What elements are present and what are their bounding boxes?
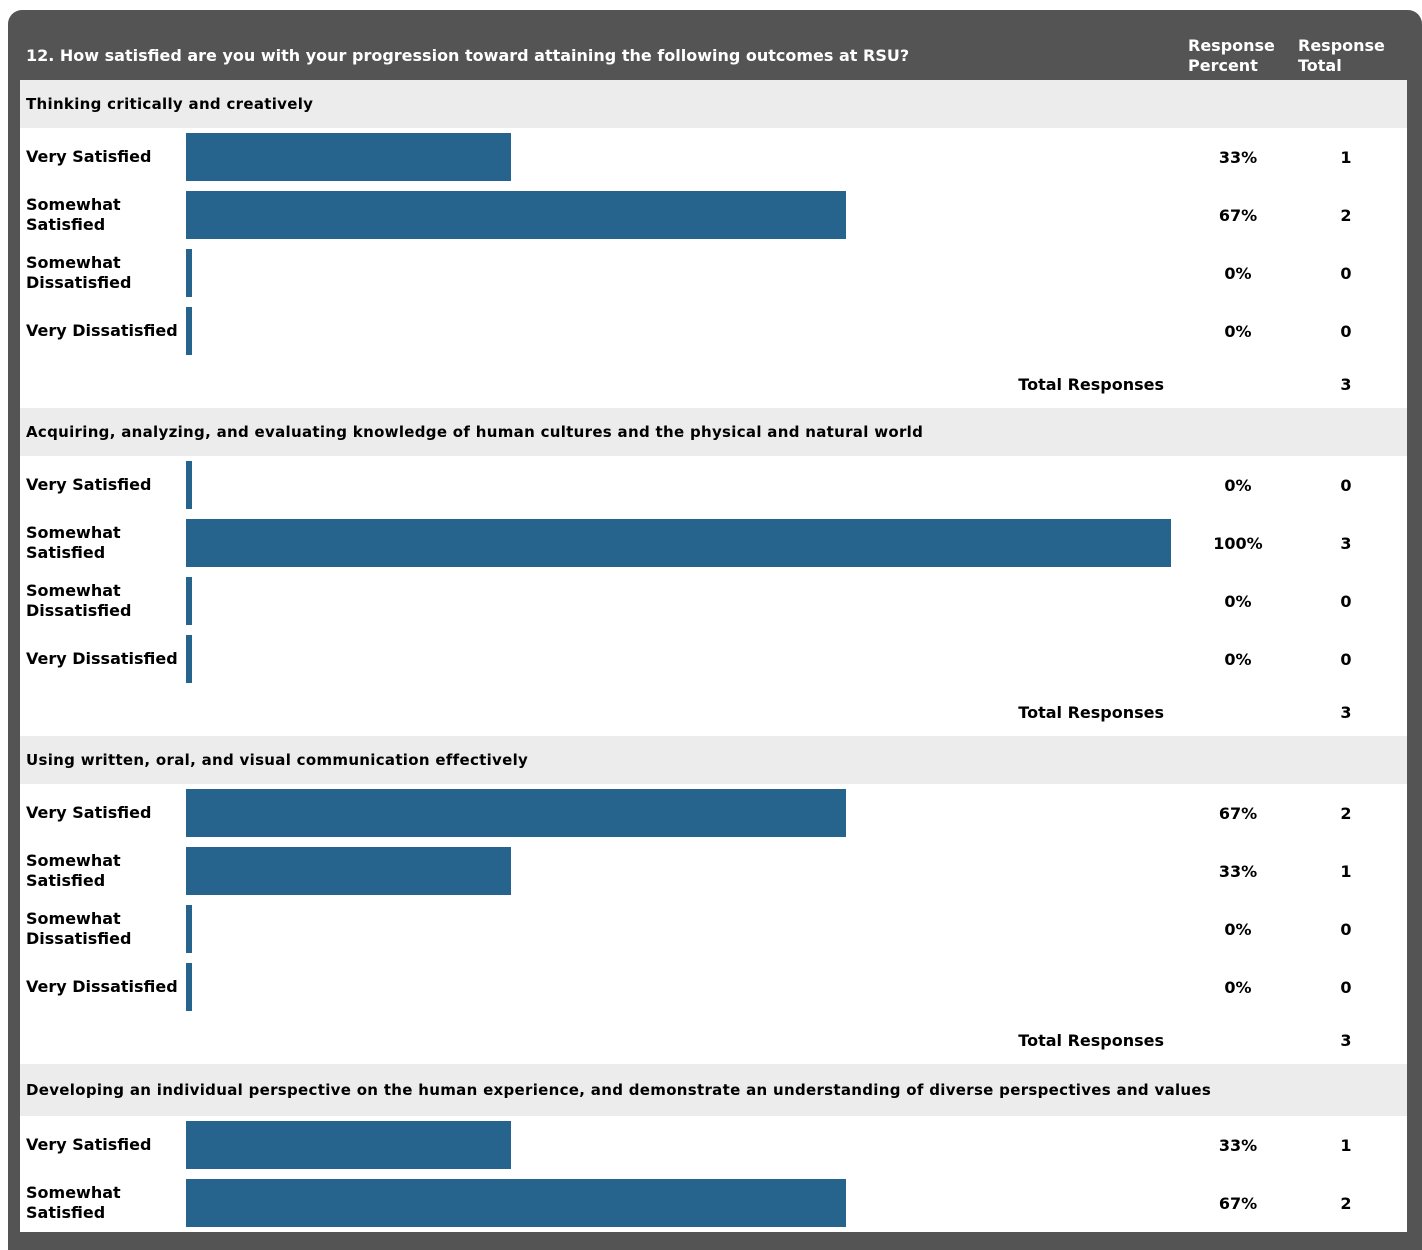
total-responses-row: Total Responses 3	[20, 688, 1407, 736]
total-responses-label: Total Responses	[1018, 702, 1164, 722]
response-total: 1	[1340, 147, 1352, 167]
response-percent-header: Response Percent	[1188, 36, 1280, 76]
bar	[186, 1121, 511, 1169]
response-percent: 0%	[1224, 977, 1252, 997]
response-total: 0	[1340, 475, 1352, 495]
row-label: Somewhat Satisfied	[26, 1183, 121, 1222]
table-row: Somewhat Satisfied 67% 2	[20, 1174, 1407, 1232]
table-row: Somewhat Dissatisfied 0% 0	[20, 244, 1407, 302]
response-total: 2	[1340, 205, 1352, 225]
response-percent: 0%	[1224, 919, 1252, 939]
total-responses-label: Total Responses	[1018, 374, 1164, 394]
response-total-header: Response Total	[1298, 36, 1390, 76]
table-row: Very Satisfied 67% 2	[20, 784, 1407, 842]
bar	[186, 133, 511, 181]
bar	[186, 905, 192, 953]
table-row: Somewhat Satisfied 33% 1	[20, 842, 1407, 900]
response-total: 1	[1340, 1135, 1352, 1155]
response-total: 2	[1340, 1193, 1352, 1213]
row-label: Somewhat Dissatisfied	[26, 909, 132, 948]
row-label: Very Dissatisfied	[26, 977, 178, 996]
response-percent: 100%	[1213, 533, 1263, 553]
response-percent: 0%	[1224, 263, 1252, 283]
response-percent: 33%	[1218, 1135, 1258, 1155]
total-responses-value: 3	[1340, 1030, 1352, 1050]
response-total: 2	[1340, 803, 1352, 823]
response-total: 0	[1340, 321, 1352, 341]
bar	[186, 963, 192, 1011]
bar	[186, 635, 192, 683]
response-percent: 0%	[1224, 475, 1252, 495]
response-percent: 67%	[1218, 1193, 1258, 1213]
results-table: Thinking critically and creatively Very S…	[20, 80, 1407, 1232]
row-label: Somewhat Dissatisfied	[26, 253, 132, 292]
table-row: Very Satisfied 0% 0	[20, 456, 1407, 514]
row-label: Somewhat Dissatisfied	[26, 581, 132, 620]
bar	[186, 519, 1171, 567]
total-responses-row: Total Responses 3	[20, 360, 1407, 408]
bar	[186, 249, 192, 297]
table-row: Very Satisfied 33% 1	[20, 128, 1407, 186]
row-label: Very Satisfied	[26, 147, 152, 166]
response-total: 0	[1340, 591, 1352, 611]
table-row: Very Dissatisfied 0% 0	[20, 958, 1407, 1016]
total-responses-row: Total Responses 3	[20, 1016, 1407, 1064]
table-row: Somewhat Satisfied 67% 2	[20, 186, 1407, 244]
bar	[186, 307, 192, 355]
table-row: Very Satisfied 33% 1	[20, 1116, 1407, 1174]
response-percent: 0%	[1224, 321, 1252, 341]
row-label: Somewhat Satisfied	[26, 851, 121, 890]
response-total: 1	[1340, 861, 1352, 881]
response-percent: 33%	[1218, 147, 1258, 167]
row-label: Somewhat Satisfied	[26, 195, 121, 234]
section-title: Developing an individual perspective on …	[20, 1064, 1407, 1116]
total-responses-value: 3	[1340, 702, 1352, 722]
response-total: 0	[1340, 649, 1352, 669]
table-row: Very Dissatisfied 0% 0	[20, 630, 1407, 688]
response-percent: 0%	[1224, 649, 1252, 669]
section-title: Acquiring, analyzing, and evaluating kno…	[20, 408, 1407, 456]
bar	[186, 847, 511, 895]
bar	[186, 789, 846, 837]
total-responses-value: 3	[1340, 374, 1352, 394]
bar	[186, 191, 846, 239]
row-label: Very Dissatisfied	[26, 649, 178, 668]
response-total: 0	[1340, 919, 1352, 939]
response-total: 3	[1340, 533, 1352, 553]
bar	[186, 1179, 846, 1227]
bar	[186, 461, 192, 509]
row-label: Very Dissatisfied	[26, 321, 178, 340]
response-total: 0	[1340, 263, 1352, 283]
response-total: 0	[1340, 977, 1352, 997]
section-title: Using written, oral, and visual communic…	[20, 736, 1407, 784]
table-row: Somewhat Satisfied 100% 3	[20, 514, 1407, 572]
response-total-header-text: Response Total	[1298, 36, 1385, 75]
bar	[186, 577, 192, 625]
row-label: Very Satisfied	[26, 1135, 152, 1154]
response-percent-header-text: Response Percent	[1188, 36, 1275, 75]
row-label: Very Satisfied	[26, 475, 152, 494]
question-header: 12. How satisfied are you with your prog…	[8, 10, 1422, 80]
table-row: Somewhat Dissatisfied 0% 0	[20, 900, 1407, 958]
table-row: Very Dissatisfied 0% 0	[20, 302, 1407, 360]
question-title: 12. How satisfied are you with your prog…	[26, 46, 910, 65]
table-row: Somewhat Dissatisfied 0% 0	[20, 572, 1407, 630]
response-percent: 67%	[1218, 205, 1258, 225]
row-label: Very Satisfied	[26, 803, 152, 822]
response-percent: 33%	[1218, 861, 1258, 881]
section-title: Thinking critically and creatively	[20, 80, 1407, 128]
row-label: Somewhat Satisfied	[26, 523, 121, 562]
total-responses-label: Total Responses	[1018, 1030, 1164, 1050]
response-percent: 67%	[1218, 803, 1258, 823]
response-percent: 0%	[1224, 591, 1252, 611]
